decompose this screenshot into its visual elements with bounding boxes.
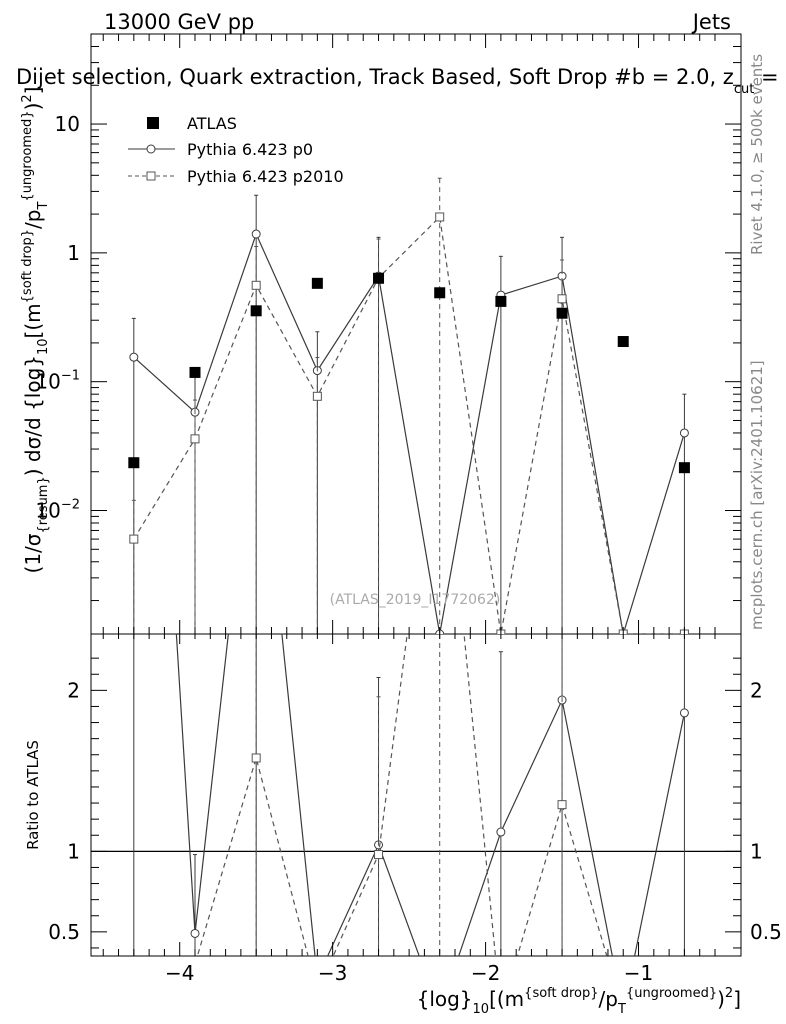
analysis-watermark: (ATLAS_2019_I1772062) — [330, 592, 501, 608]
ratio-line-p0 — [175, 634, 685, 956]
x-tick-label: −1 — [624, 961, 653, 985]
x-title-p2: [(m — [489, 987, 524, 1011]
process-label: Jets — [691, 10, 731, 34]
y-title-p4: /p — [21, 210, 45, 229]
ratio-plot — [91, 634, 741, 956]
data-point-atlas — [495, 295, 507, 307]
data-point-atlas — [128, 457, 140, 469]
legend: ATLAS Pythia 6.423 p0 Pythia 6.423 p2010 — [128, 114, 344, 186]
x-title-s1: 10 — [473, 1002, 490, 1017]
x-title-p3: /p — [599, 987, 618, 1011]
x-title-p4: ) — [717, 987, 725, 1011]
x-title-u3: 2 — [725, 986, 733, 1001]
y-title-p6: ] — [21, 87, 45, 95]
y-tick-label: 1 — [67, 241, 80, 265]
ratio-point-p0 — [679, 708, 689, 718]
legend-p0-marker — [146, 144, 156, 154]
ratio-point-p0 — [190, 928, 200, 938]
ratio-tick-label-right: 2 — [750, 678, 763, 702]
legend-atlas-label: ATLAS — [187, 114, 237, 133]
x-tick-label: −4 — [165, 961, 194, 985]
plot-title: Dijet selection, Quark extraction, Track… — [16, 65, 779, 97]
plot-title-main: Dijet selection, Quark extraction, Track… — [16, 65, 734, 89]
data-point-atlas — [311, 277, 323, 289]
data-point-atlas — [189, 366, 201, 378]
main-plot — [128, 177, 690, 634]
plot-title-suffix: = — [754, 65, 778, 89]
y-axis-title: (1/σ{resum}) dσ/d {log}10[(m{soft drop}/… — [20, 87, 51, 574]
y-tick-exponent: −2 — [61, 498, 80, 513]
ratio-point-p2010 — [557, 800, 567, 810]
data-point-atlas — [678, 462, 690, 474]
legend-p2010-label: Pythia 6.423 p2010 — [187, 167, 344, 186]
y-title-s2: 10 — [36, 338, 51, 355]
y-tick-exponent: −1 — [61, 369, 80, 384]
y-title-s1: {resum} — [36, 476, 51, 533]
x-axis-title: {log}10[(m{soft drop}/pT{ungroomed})2] — [417, 986, 741, 1017]
y-tick-base: 1 — [67, 241, 80, 265]
x-tick-label: −2 — [471, 961, 500, 985]
ratio-tick-label-left: 0.5 — [48, 920, 80, 944]
data-point-atlas — [556, 307, 568, 319]
rivet-version-label: Rivet 4.1.0, ≥ 500k events — [748, 54, 766, 255]
y-title-p3: [(m — [21, 303, 45, 338]
x-title-u1: {soft drop} — [524, 986, 598, 1001]
data-point-atlas — [373, 272, 385, 284]
data-point-atlas — [617, 336, 629, 348]
x-tick-label: −3 — [318, 961, 347, 985]
y-title-p5: ) — [21, 103, 45, 111]
energy-label: 13000 GeV pp — [104, 10, 254, 34]
ratio-tick-label-left: 2 — [67, 678, 80, 702]
data-point-p0 — [251, 229, 261, 239]
ratio-tick-label-right: 0.5 — [750, 920, 782, 944]
ratio-point-p2010 — [251, 753, 261, 763]
ratio-tick-label-left: 1 — [67, 839, 80, 863]
y-title-p2: ) dσ/d {log} — [21, 355, 45, 476]
y-tick-label: 10 — [55, 112, 80, 136]
y-title-s3: T — [36, 202, 51, 211]
y-tick-label: 10−2 — [35, 498, 80, 523]
x-title-s2: T — [617, 1002, 626, 1017]
ratio-point-p0 — [496, 827, 506, 837]
data-point-p2010 — [129, 534, 139, 544]
series-line-p0 — [133, 232, 685, 634]
legend-p2010-marker — [146, 171, 156, 181]
data-point-p2010 — [251, 280, 261, 290]
ratio-y-axis-title: Ratio to ATLAS — [24, 740, 42, 850]
data-point-p2010 — [312, 391, 322, 401]
ratio-panel-frame — [90, 633, 742, 957]
y-tick-label: 10−1 — [35, 369, 80, 394]
x-title-p1: {log} — [417, 987, 473, 1011]
data-point-atlas — [434, 287, 446, 299]
data-point-p2010 — [435, 212, 445, 222]
ratio-point-p2010 — [374, 850, 384, 860]
legend-atlas-marker — [147, 117, 159, 129]
data-point-p0 — [679, 428, 689, 438]
data-point-p2010 — [190, 434, 200, 444]
legend-p0-label: Pythia 6.423 p0 — [187, 140, 313, 159]
ratio-line-p2010 — [196, 634, 608, 956]
y-tick-base: 10 — [35, 499, 60, 523]
data-point-atlas — [250, 305, 262, 317]
y-tick-base: 10 — [55, 112, 80, 136]
series-line-p2010 — [133, 215, 685, 634]
y-title-u2: {ungroomed} — [20, 110, 35, 201]
data-point-p0 — [129, 352, 139, 362]
x-title-u2: {ungroomed} — [626, 986, 717, 1001]
x-title-p5: ] — [733, 987, 741, 1011]
y-tick-base: 10 — [35, 370, 60, 394]
data-point-p2010 — [557, 294, 567, 304]
mcplots-label: mcplots.cern.ch [arXiv:2401.10621] — [748, 360, 766, 630]
y-title-p1: (1/σ — [21, 533, 45, 573]
ratio-tick-label-right: 1 — [750, 839, 763, 863]
y-title-u1: {soft drop} — [20, 229, 35, 303]
y-title-u3: 2 — [20, 94, 35, 102]
